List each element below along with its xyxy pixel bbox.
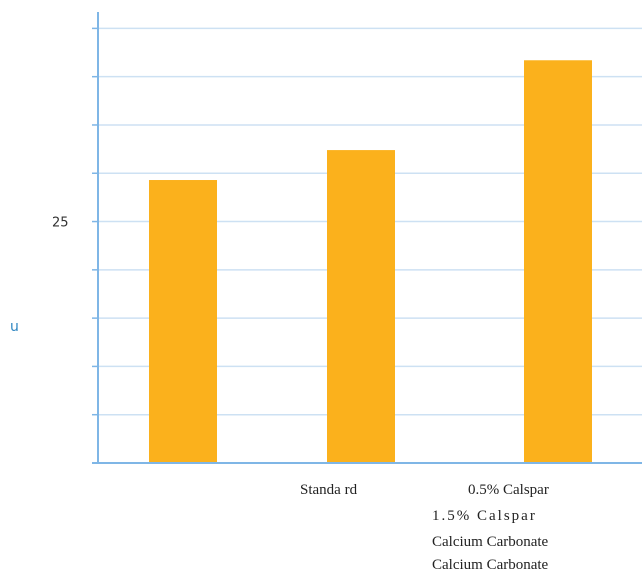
category-label-calcium-carbonate-2: Calcium Carbonate — [432, 557, 549, 573]
bar-1 — [149, 180, 217, 463]
category-label-standard: Standa rd — [300, 482, 358, 498]
y-axis-label: u — [10, 319, 19, 335]
category-label-calspar-05: 0.5% Calspar — [468, 482, 549, 498]
bar-2 — [327, 150, 395, 463]
y-tick-label: 25 — [52, 216, 69, 231]
bar-3 — [524, 60, 592, 463]
bars — [149, 60, 592, 463]
category-label-calcium-carbonate-1: Calcium Carbonate — [432, 534, 549, 550]
category-label-calspar-15: 1.5% Calspar — [432, 508, 537, 524]
